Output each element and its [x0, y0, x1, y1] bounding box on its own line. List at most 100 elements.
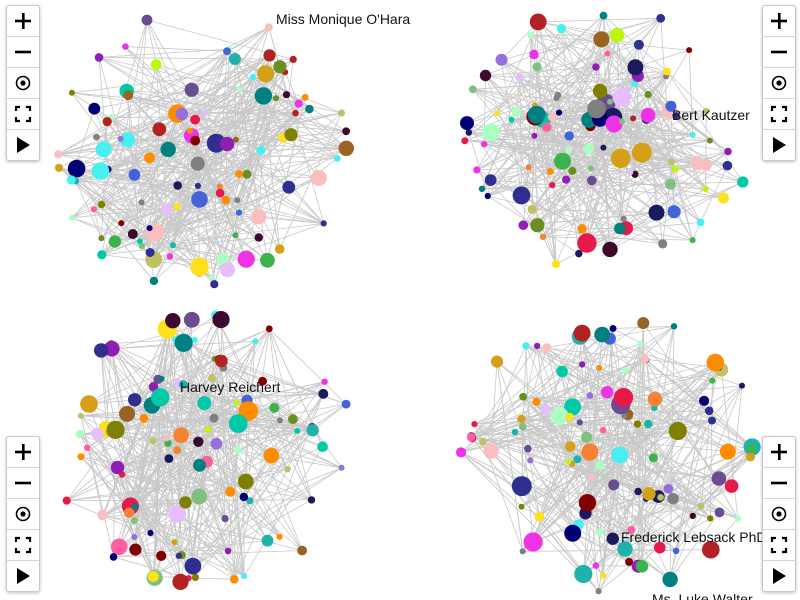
graph-node[interactable] — [210, 437, 223, 450]
graph-node[interactable] — [668, 421, 687, 441]
graph-node[interactable] — [556, 365, 568, 378]
graph-node[interactable] — [294, 99, 303, 108]
fullscreen-button[interactable] — [7, 99, 39, 130]
graph-node[interactable] — [190, 114, 201, 125]
graph-node[interactable] — [609, 27, 625, 43]
graph-node[interactable] — [128, 393, 142, 407]
graph-node[interactable] — [341, 399, 351, 409]
graph-node[interactable] — [225, 486, 236, 497]
graph-node[interactable] — [338, 140, 354, 156]
graph-node[interactable] — [554, 152, 571, 170]
graph-node[interactable] — [94, 343, 109, 358]
graph-node[interactable] — [508, 116, 515, 123]
graph-node[interactable] — [722, 160, 733, 171]
graph-node[interactable] — [704, 406, 714, 416]
graph-node[interactable] — [631, 142, 652, 163]
graph-node[interactable] — [108, 235, 122, 248]
graph-node[interactable] — [147, 529, 154, 537]
graph-node[interactable] — [562, 175, 571, 184]
graph-node[interactable] — [150, 59, 162, 70]
graph-node[interactable] — [556, 23, 567, 34]
zoom-in-button[interactable] — [763, 437, 795, 468]
graph-node[interactable] — [93, 133, 100, 141]
graph-node[interactable] — [160, 141, 176, 158]
graph-node[interactable] — [565, 441, 576, 452]
graph-node[interactable] — [647, 391, 663, 407]
graph-node[interactable] — [179, 496, 192, 509]
graph-node[interactable] — [254, 233, 263, 242]
graph-node[interactable] — [617, 541, 633, 557]
graph-node[interactable] — [149, 437, 157, 445]
graph-node[interactable] — [246, 497, 254, 505]
graph-node[interactable] — [595, 588, 602, 595]
graph-node[interactable] — [640, 107, 656, 123]
graph-node[interactable] — [136, 238, 143, 245]
graph-node[interactable] — [191, 573, 199, 582]
graph-node[interactable] — [663, 484, 674, 494]
graph-node[interactable] — [689, 131, 696, 138]
graph-node[interactable] — [208, 274, 215, 281]
graph-node[interactable] — [128, 168, 141, 181]
graph-node[interactable] — [219, 136, 235, 152]
graph-node[interactable] — [667, 205, 681, 219]
graph-node[interactable] — [608, 479, 620, 491]
graph-node[interactable] — [294, 427, 301, 434]
graph-node[interactable] — [54, 150, 63, 159]
graph-node[interactable] — [75, 429, 85, 439]
graph-node[interactable] — [644, 90, 652, 99]
graph-node[interactable] — [573, 324, 591, 342]
graph-node[interactable] — [665, 100, 677, 112]
graph-node[interactable] — [714, 507, 725, 518]
graph-node[interactable] — [554, 91, 562, 99]
graph-node[interactable] — [686, 47, 693, 54]
graph-node[interactable] — [595, 460, 605, 471]
graph-node[interactable] — [254, 87, 273, 105]
graph-node[interactable] — [527, 204, 537, 214]
center-button[interactable] — [763, 499, 795, 530]
graph-node[interactable] — [173, 427, 189, 444]
graph-node[interactable] — [171, 539, 178, 546]
graph-node[interactable] — [190, 156, 205, 171]
graph-node[interactable] — [91, 427, 104, 440]
graph-node[interactable] — [644, 419, 653, 429]
graph-node[interactable] — [239, 492, 249, 502]
graph-node[interactable] — [634, 487, 642, 496]
graph-node[interactable] — [689, 237, 696, 244]
graph-node[interactable] — [540, 405, 551, 415]
graph-node[interactable] — [479, 437, 487, 446]
graph-node[interactable] — [191, 488, 208, 505]
graph-node[interactable] — [66, 175, 76, 185]
graph-node[interactable] — [228, 53, 241, 65]
graph-node[interactable] — [696, 218, 705, 227]
graph-node[interactable] — [614, 222, 626, 235]
graph-node[interactable] — [690, 157, 704, 171]
graph-node[interactable] — [637, 340, 644, 347]
graph-node[interactable] — [284, 466, 291, 473]
graph-node[interactable] — [576, 419, 583, 426]
graph-node[interactable] — [511, 476, 532, 497]
graph-node[interactable] — [338, 464, 345, 471]
graph-node[interactable] — [224, 547, 232, 555]
graph-node[interactable] — [657, 494, 664, 501]
graph-node[interactable] — [228, 414, 248, 433]
graph-node[interactable] — [627, 526, 636, 534]
graph-node[interactable] — [234, 197, 241, 204]
graph-node[interactable] — [648, 204, 665, 221]
center-button[interactable] — [763, 68, 795, 99]
graph-node[interactable] — [210, 280, 219, 289]
graph-node[interactable] — [484, 174, 497, 187]
graph-node[interactable] — [689, 512, 696, 520]
graph-node[interactable] — [651, 404, 658, 412]
graph-node[interactable] — [532, 62, 542, 72]
graph-node[interactable] — [600, 144, 607, 151]
graph-node[interactable] — [620, 215, 627, 222]
graph-node[interactable] — [149, 276, 159, 286]
play-button[interactable] — [7, 130, 39, 160]
graph-node[interactable] — [549, 182, 556, 189]
graph-node[interactable] — [251, 209, 267, 225]
graph-node[interactable] — [320, 220, 327, 227]
graph-node[interactable] — [175, 107, 189, 121]
graph-node[interactable] — [80, 395, 98, 413]
graph-node[interactable] — [178, 380, 188, 389]
graph-node[interactable] — [241, 573, 248, 580]
